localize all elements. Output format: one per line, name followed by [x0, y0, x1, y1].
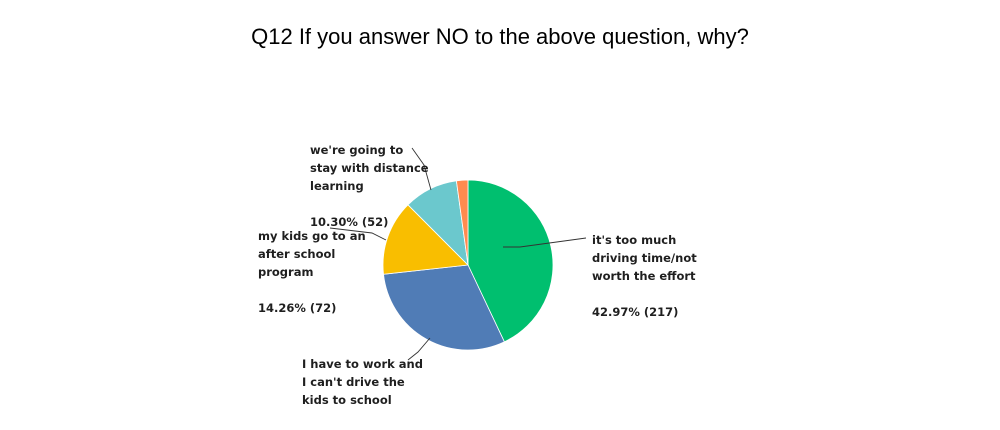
slice-label-line: we're going to — [310, 143, 403, 157]
slice-label: I have to work and I can't drive the kids … — [302, 357, 423, 407]
slice-label: it's too much driving time/not worth the e… — [592, 233, 697, 319]
pie-slices — [382, 179, 554, 351]
slice-label-line: learning — [310, 179, 364, 193]
slice-label: we're going to stay with distance learning… — [310, 143, 429, 229]
slice-value: 14.26% (72) — [258, 301, 336, 315]
slice-value: 42.97% (217) — [592, 305, 678, 319]
leader-line — [503, 237, 587, 248]
leader-line — [407, 337, 431, 361]
slice-other[interactable] — [455, 179, 469, 266]
slice-labels: it's too much driving time/not worth the e… — [258, 143, 697, 407]
leader-lines — [329, 147, 587, 361]
slice-label-line: kids to school — [302, 393, 392, 407]
slice-driving-time[interactable] — [467, 179, 554, 343]
leader-line — [329, 227, 387, 241]
slice-label-line: driving time/not — [592, 251, 697, 265]
slice-label-line: program — [258, 265, 313, 279]
slice-label-line: worth the effort — [592, 269, 696, 283]
slice-label-line: I have to work and — [302, 357, 423, 371]
leader-line — [411, 147, 432, 191]
slice-work-cant-drive[interactable] — [383, 264, 505, 351]
slice-value: 10.30% (52) — [310, 215, 388, 229]
slice-label-line: my kids go to an — [258, 229, 366, 243]
slice-label: my kids go to an after school program 14.26… — [258, 229, 366, 315]
chart-title: Q12 If you answer NO to the above questi… — [251, 24, 749, 49]
slice-label-line: after school — [258, 247, 335, 261]
slice-label-line: stay with distance — [310, 161, 429, 175]
slice-label-line: I can't drive the — [302, 375, 405, 389]
slice-after-school-program[interactable] — [382, 204, 469, 275]
slice-label-line: it's too much — [592, 233, 676, 247]
